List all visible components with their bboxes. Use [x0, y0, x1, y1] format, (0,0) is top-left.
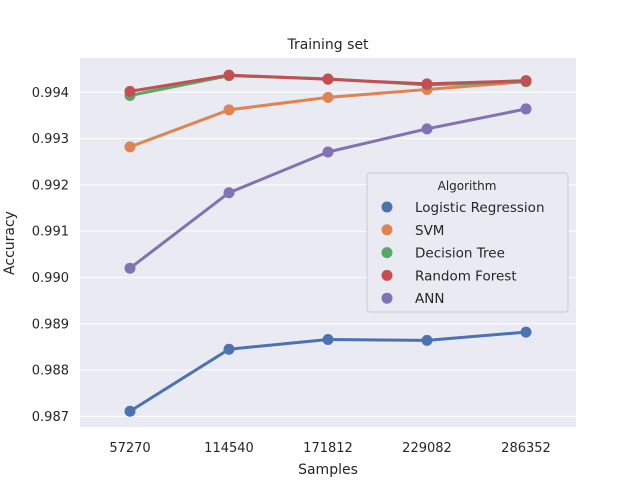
data-point	[421, 123, 433, 135]
legend-items: Logistic Regression SVM Decision Tree Rando…	[381, 200, 545, 307]
data-point	[124, 262, 136, 274]
data-point	[520, 326, 532, 338]
chart-title: Training set	[286, 37, 369, 53]
data-point	[322, 146, 334, 158]
x-tick-label: 57270	[109, 441, 150, 456]
legend-label: SVM	[415, 223, 444, 239]
legend-title: Algorithm	[438, 179, 497, 193]
x-tick-label: 229082	[402, 441, 452, 456]
data-point	[223, 69, 235, 81]
legend-marker	[381, 201, 393, 213]
y-axis-label: Accuracy	[2, 211, 18, 275]
data-point	[124, 85, 136, 97]
data-point	[520, 103, 532, 115]
data-point	[421, 334, 433, 346]
x-tick-label: 171812	[303, 441, 353, 456]
legend-label: ANN	[415, 291, 444, 307]
legend-label: Logistic Regression	[415, 200, 545, 216]
grid-lines	[80, 91, 576, 417]
y-tick-labels: 0.987 0.988 0.989 0.990 0.991 0.992 0.993 0.994	[32, 86, 69, 425]
x-tick-label: 114540	[204, 441, 254, 456]
data-point	[322, 91, 334, 103]
y-tick-label: 0.990	[32, 271, 69, 286]
legend-label: Random Forest	[415, 268, 517, 284]
data-point	[520, 75, 532, 87]
data-point	[322, 333, 334, 345]
data-point	[322, 73, 334, 85]
legend-marker	[381, 247, 393, 259]
y-tick-label: 0.987	[32, 410, 69, 425]
data-point	[124, 405, 136, 417]
legend-marker	[381, 292, 393, 304]
legend: Algorithm Logistic Regression SVM Decision…	[366, 172, 569, 313]
legend-marker	[381, 269, 393, 281]
data-point	[124, 141, 136, 153]
data-point	[223, 187, 235, 199]
x-tick-labels: 57270 114540 171812 229082 286352	[109, 441, 551, 456]
y-tick-label: 0.991	[32, 225, 69, 240]
y-tick-label: 0.992	[32, 178, 69, 193]
legend-label: Decision Tree	[415, 246, 505, 262]
data-point	[223, 104, 235, 116]
x-axis-label: Samples	[298, 462, 358, 478]
y-tick-label: 0.989	[32, 317, 69, 332]
data-point	[421, 78, 433, 90]
data-point	[223, 343, 235, 355]
series-lines	[124, 69, 532, 417]
y-tick-label: 0.993	[32, 132, 69, 147]
legend-marker	[381, 224, 393, 236]
x-tick-label: 286352	[501, 441, 551, 456]
y-tick-label: 0.988	[32, 364, 69, 379]
legend-box	[366, 172, 569, 313]
y-tick-label: 0.994	[32, 86, 69, 101]
